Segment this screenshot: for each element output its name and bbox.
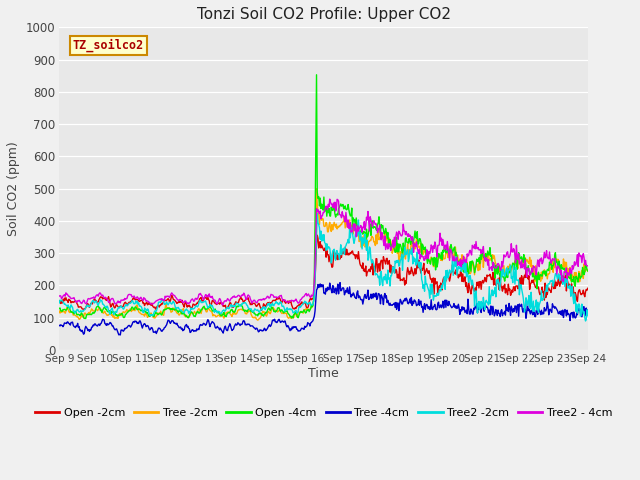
Tree2 -2cm (388, 269, 396, 275)
Legend: Open -2cm, Tree -2cm, Open -4cm, Tree -4cm, Tree2 -2cm, Tree2 - 4cm: Open -2cm, Tree -2cm, Open -4cm, Tree -4… (30, 404, 617, 423)
Title: Tonzi Soil CO2 Profile: Upper CO2: Tonzi Soil CO2 Profile: Upper CO2 (196, 7, 451, 22)
Line: Tree -4cm: Tree -4cm (60, 283, 588, 335)
Tree -4cm (116, 332, 124, 338)
Tree -2cm (389, 248, 397, 253)
Open -4cm (65, 304, 73, 310)
Tree2 -2cm (173, 305, 180, 311)
Open -2cm (389, 264, 397, 270)
Open -4cm (120, 315, 128, 321)
Line: Tree2 - 4cm: Tree2 - 4cm (60, 199, 588, 305)
Open -4cm (404, 240, 412, 246)
Tree -4cm (56, 323, 63, 328)
Tree2 -2cm (582, 318, 589, 324)
Open -2cm (56, 298, 63, 304)
Tree2 - 4cm (584, 263, 591, 269)
Line: Open -4cm: Open -4cm (60, 75, 588, 318)
Tree -4cm (202, 323, 209, 328)
Tree -2cm (65, 309, 73, 314)
Tree2 - 4cm (56, 293, 63, 299)
Line: Open -2cm: Open -2cm (60, 235, 588, 311)
Open -2cm (314, 232, 321, 238)
Text: TZ_soilco2: TZ_soilco2 (72, 38, 144, 52)
Tree2 -2cm (314, 211, 321, 216)
Tree2 -2cm (56, 300, 63, 306)
Open -2cm (65, 296, 73, 302)
Open -2cm (584, 286, 591, 291)
Open -4cm (313, 72, 321, 78)
Tree2 -2cm (404, 247, 412, 252)
Open -4cm (82, 315, 90, 321)
Tree2 - 4cm (389, 237, 397, 243)
Open -2cm (201, 294, 209, 300)
Line: Tree -2cm: Tree -2cm (60, 189, 588, 320)
Tree2 - 4cm (173, 296, 180, 302)
Tree -2cm (404, 252, 412, 258)
Tree -4cm (389, 301, 397, 307)
Tree2 - 4cm (404, 231, 412, 237)
Open -2cm (173, 300, 180, 306)
Open -4cm (584, 268, 591, 274)
Open -2cm (120, 303, 127, 309)
Tree -4cm (120, 328, 128, 334)
Tree -2cm (120, 309, 127, 314)
Tree2 - 4cm (219, 302, 227, 308)
Y-axis label: Soil CO2 (ppm): Soil CO2 (ppm) (7, 141, 20, 236)
Tree2 -2cm (584, 313, 591, 319)
Tree -2cm (313, 186, 321, 192)
Tree -4cm (404, 301, 412, 307)
Tree2 -2cm (65, 304, 73, 310)
Open -2cm (257, 308, 265, 313)
Tree -2cm (173, 310, 180, 316)
Tree2 - 4cm (326, 196, 333, 202)
Tree -2cm (584, 268, 591, 274)
Tree -2cm (201, 305, 209, 311)
Tree2 -2cm (201, 299, 209, 304)
Tree -2cm (56, 308, 63, 314)
Tree2 -2cm (120, 306, 127, 312)
Tree -2cm (254, 317, 262, 323)
Open -4cm (389, 243, 397, 249)
Tree -4cm (336, 280, 344, 286)
Tree -4cm (174, 323, 182, 328)
Tree2 - 4cm (201, 294, 209, 300)
Line: Tree2 -2cm: Tree2 -2cm (60, 214, 588, 321)
Tree2 - 4cm (65, 294, 73, 300)
Open -2cm (404, 268, 412, 274)
Tree -4cm (65, 321, 73, 326)
Tree2 - 4cm (120, 297, 127, 303)
Open -4cm (174, 309, 182, 314)
Open -4cm (202, 307, 209, 312)
Open -4cm (56, 306, 63, 312)
X-axis label: Time: Time (308, 367, 339, 380)
Tree -4cm (584, 307, 591, 313)
